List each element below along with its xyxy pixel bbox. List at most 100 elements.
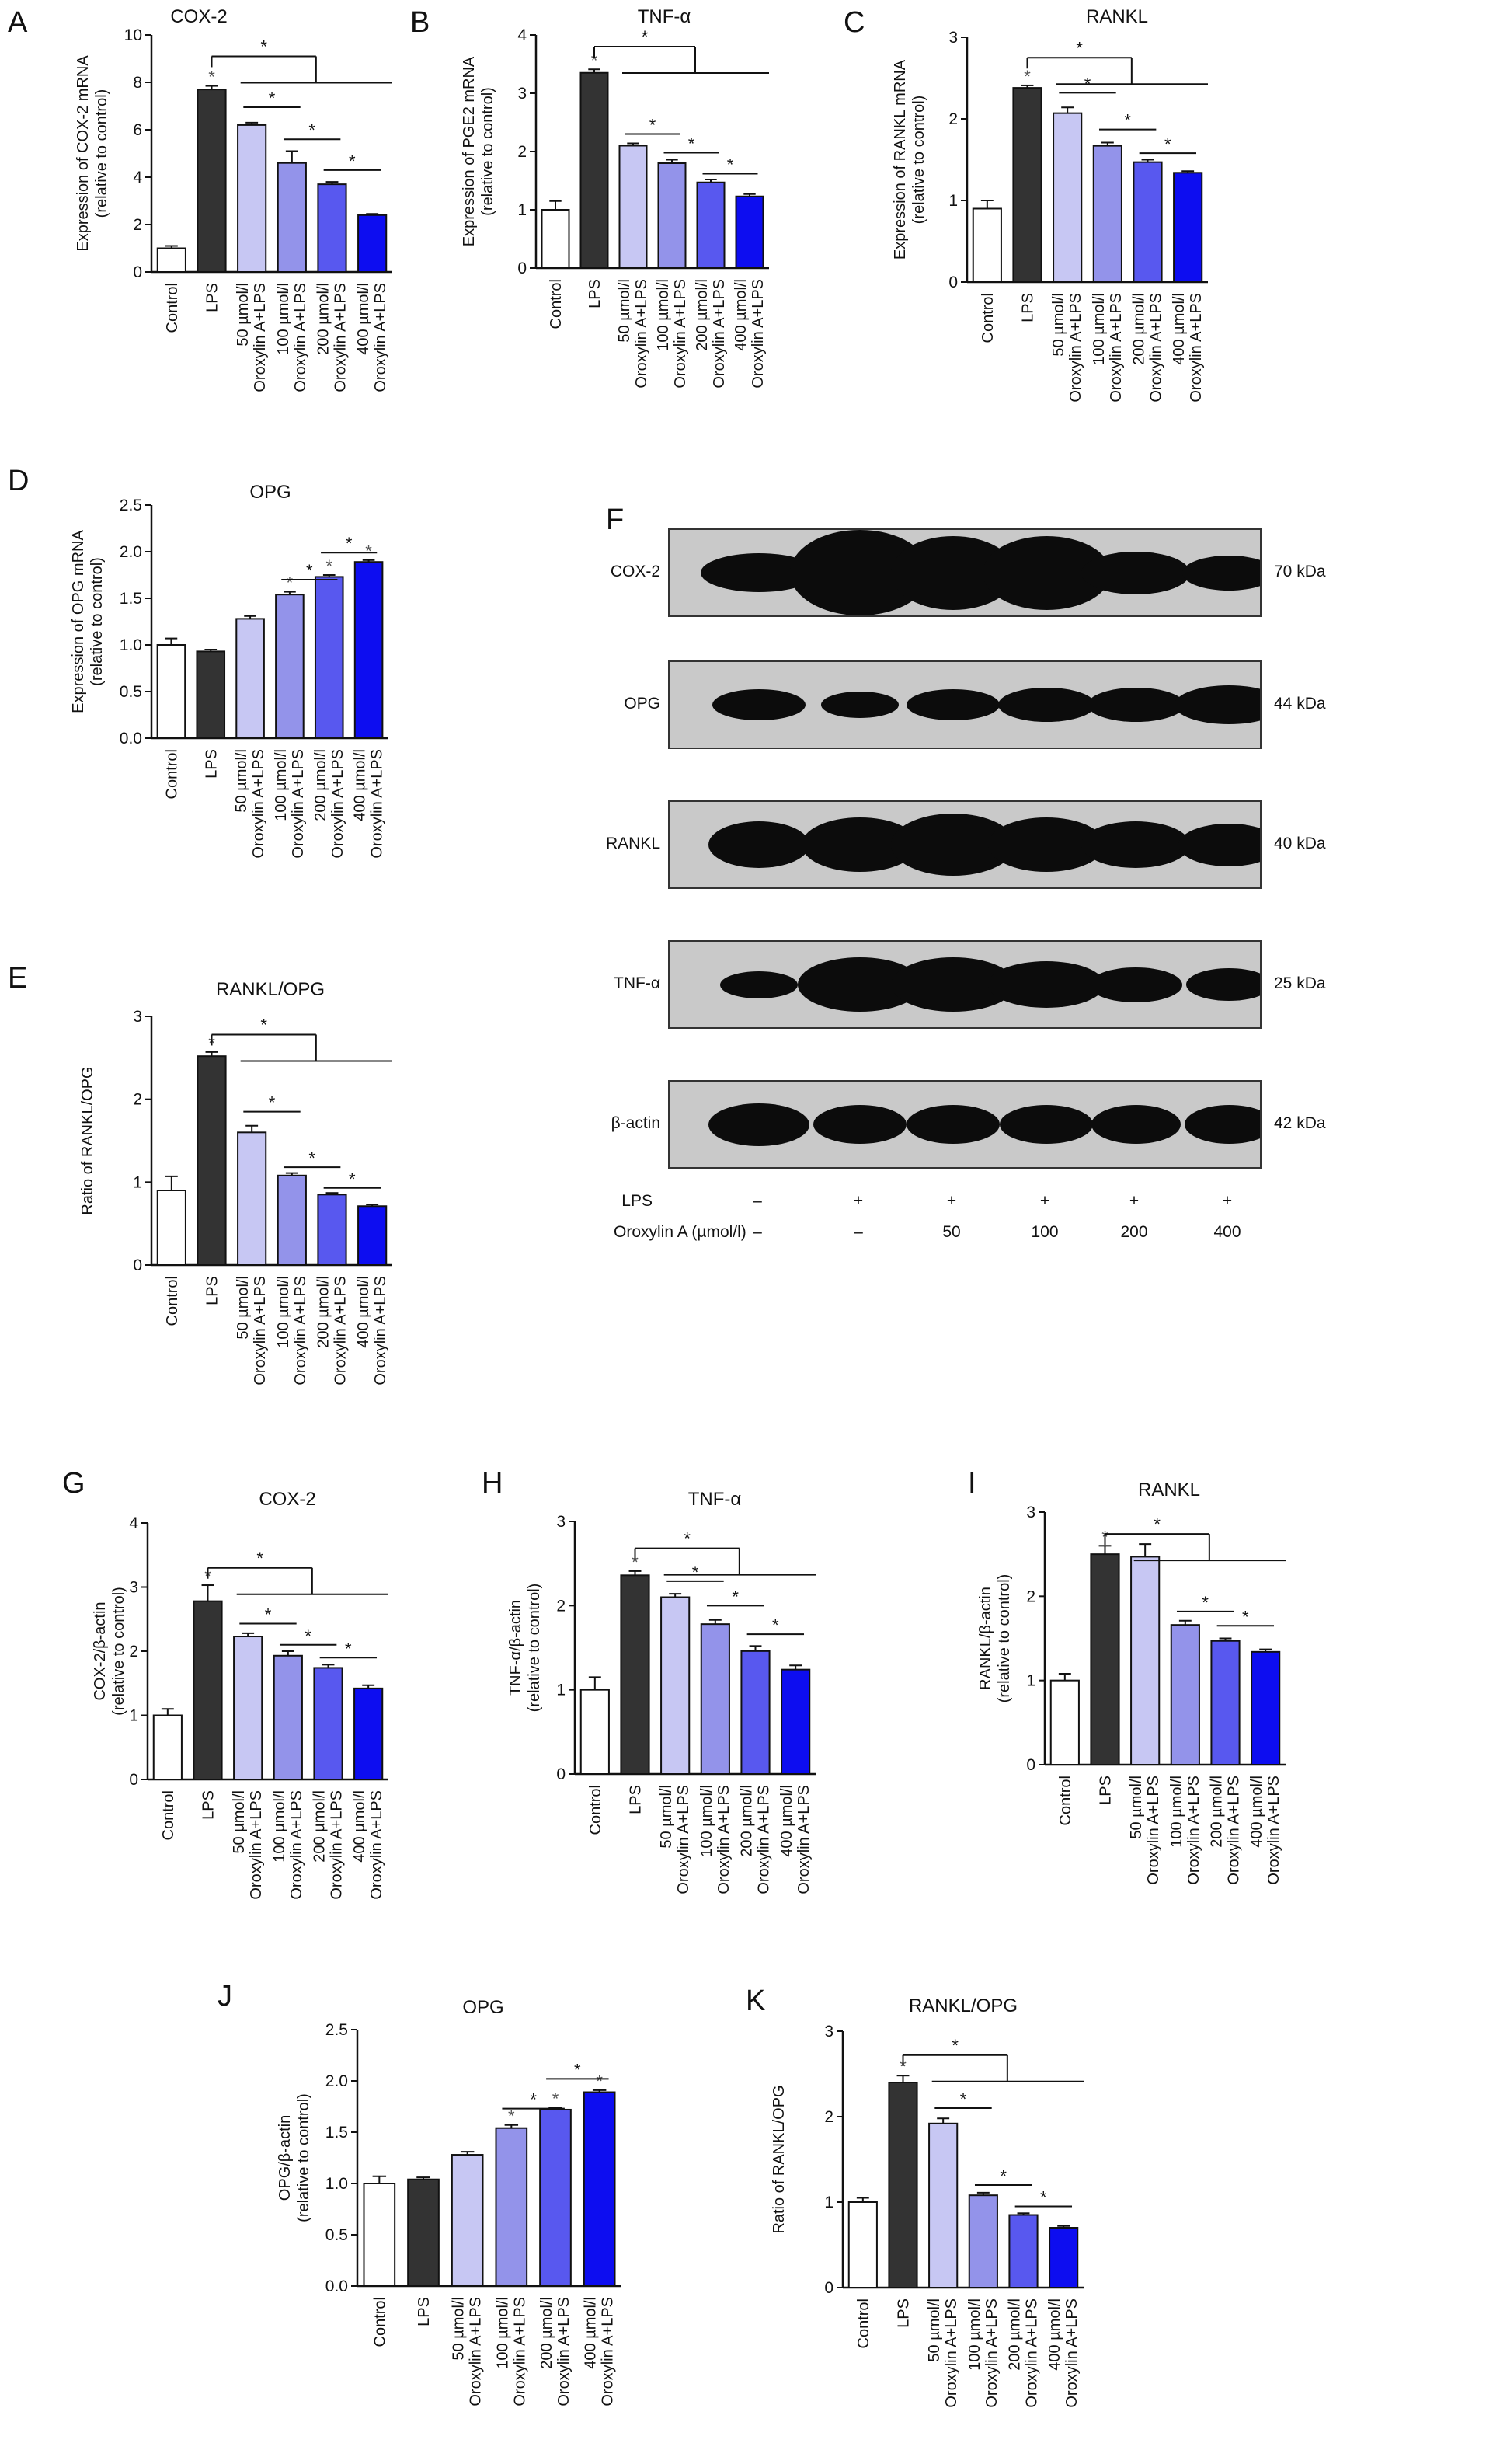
category-label: LPS (1020, 293, 1037, 322)
category-label: Control (1057, 1776, 1074, 1825)
significance-star: * (684, 1529, 691, 1549)
significance-star: * (960, 2089, 967, 2109)
significance-star: * (900, 2057, 907, 2076)
y-axis-label: OPG/β-actin (relative to control) (277, 2093, 312, 2222)
significance-star: * (1076, 38, 1083, 58)
category-label-line: Control (548, 279, 565, 329)
bar (700, 1623, 730, 1775)
category-label-line: LPS (1020, 293, 1037, 322)
category-label-line: Oroxylin A+LPS (633, 279, 650, 389)
y-axis-label-line: RANKL/β-actin (977, 1587, 994, 1690)
category-label-line: 100 µmol/l (1168, 1776, 1185, 1848)
category-label-line: Oroxylin A+LPS (555, 2297, 572, 2406)
y-tick-label: 1.0 (120, 636, 142, 654)
panel-letter: F (606, 504, 625, 536)
y-tick-label: 1 (948, 192, 958, 210)
category-label-line: LPS (200, 1790, 218, 1820)
y-axis-label-line: (relative to control) (89, 557, 106, 686)
bar (583, 2091, 616, 2287)
chart-title: TNF-α (637, 6, 691, 27)
chart-panel-D: D OPG 0.0 0.5 1.0 1.5 2.0 2.5 Control LPS 50 µmo… (0, 458, 435, 956)
category-label: Control (163, 749, 180, 799)
category-label-line: Oroxylin A+LPS (288, 1790, 305, 1900)
y-axis-label-line: Expression of PGE2 mRNA (461, 56, 478, 246)
category-label: 200 µmol/l Oroxylin A+LPS (312, 749, 346, 859)
panel-letter: H (482, 1467, 503, 1500)
category-label-line: Oroxylin A+LPS (750, 279, 767, 389)
significance-star: * (591, 51, 598, 70)
condition-value: 100 (1031, 1223, 1059, 1241)
bar (407, 2178, 440, 2287)
category-label-line: 100 µmol/l (275, 1276, 292, 1348)
blot-strip (668, 660, 1262, 749)
significance-star: * (1164, 134, 1171, 154)
category-label-line: 100 µmol/l (275, 283, 292, 355)
bar (237, 124, 267, 273)
category-label: 400 µmol/l Oroxylin A+LPS (351, 1790, 385, 1900)
blot-band (907, 689, 1000, 720)
panel-letter: K (746, 1985, 766, 2017)
y-tick-label: 0 (556, 1765, 566, 1783)
significance-star: * (349, 1169, 356, 1189)
category-label-line: Control (980, 293, 997, 343)
category-label-line: 200 µmol/l (1131, 293, 1148, 365)
significance-star: * (308, 1148, 315, 1168)
y-tick-label: 0 (948, 274, 958, 291)
category-label-line: Oroxylin A+LPS (715, 1785, 733, 1894)
category-label-line: Oroxylin A+LPS (1108, 293, 1125, 403)
significance-star: * (692, 1563, 699, 1582)
category-label: 100 µmol/l Oroxylin A+LPS (494, 2297, 528, 2406)
blot-band (1081, 821, 1190, 868)
category-label-line: 200 µmol/l (694, 279, 711, 351)
category-label-line: 200 µmol/l (538, 2297, 555, 2369)
y-tick-label: 2 (824, 2108, 833, 2126)
category-label-line: 400 µmol/l (1248, 1776, 1265, 1848)
y-tick-label: 0.5 (325, 2226, 348, 2244)
bar (317, 1194, 347, 1267)
bar (363, 2183, 396, 2287)
significance-star: * (1202, 1593, 1209, 1612)
western-blot-panel: F COX-2 70 kDa OPG 44 kDa RANKL 40 kDa TNF-α 25… (606, 505, 1476, 1321)
category-label: Control (371, 2297, 388, 2347)
y-tick-label: 1 (556, 1682, 566, 1699)
category-label-line: LPS (896, 2298, 913, 2328)
y-axis-label-line: Expression of OPG mRNA (70, 530, 87, 713)
category-label: 400 µmol/l Oroxylin A+LPS (355, 283, 389, 392)
category-label: LPS (204, 283, 221, 312)
significance-star: * (365, 542, 372, 561)
category-label-line: Oroxylin A+LPS (511, 2297, 528, 2406)
chart-panel-E: E RANKL/OPG 0 1 2 3 Control LPS 50 µmol/l Oroxy… (0, 956, 435, 1422)
category-label-line: Oroxylin A+LPS (1148, 293, 1165, 403)
category-label-line: 50 µmol/l (1128, 1776, 1145, 1839)
category-label: LPS (203, 749, 220, 779)
bar (657, 162, 687, 269)
category-label-line: 400 µmol/l (1046, 2298, 1063, 2371)
blot-band (1087, 688, 1185, 722)
category-label-line: Oroxylin A+LPS (372, 283, 389, 392)
y-tick-label: 3 (517, 85, 527, 103)
y-axis-label-line: (relative to control) (996, 1574, 1013, 1703)
category-label-line: LPS (204, 1276, 221, 1305)
bar (968, 2194, 998, 2289)
condition-value: 400 (1213, 1223, 1241, 1241)
bar (193, 1600, 223, 1780)
y-tick-label: 1 (1026, 1672, 1035, 1690)
category-label-line: 400 µmol/l (351, 1790, 368, 1863)
panel-letter: I (968, 1467, 976, 1500)
category-label: LPS (896, 2298, 913, 2328)
significance-star: * (305, 1626, 311, 1646)
category-label-line: 200 µmol/l (315, 1276, 332, 1348)
category-label-line: Oroxylin A+LPS (468, 2297, 485, 2406)
significance-star: * (306, 561, 313, 580)
bar (1130, 1556, 1161, 1766)
significance-star: * (325, 556, 332, 576)
category-label-line: 50 µmol/l (616, 279, 633, 343)
category-label: LPS (586, 279, 604, 308)
bar (660, 1596, 691, 1775)
category-label-line: Control (164, 283, 181, 333)
category-label: 400 µmol/l Oroxylin A+LPS (778, 1785, 813, 1894)
category-label: 50 µmol/l Oroxylin A+LPS (235, 1276, 269, 1385)
category-label-line: 50 µmol/l (451, 2297, 468, 2361)
bar (1170, 1624, 1200, 1765)
